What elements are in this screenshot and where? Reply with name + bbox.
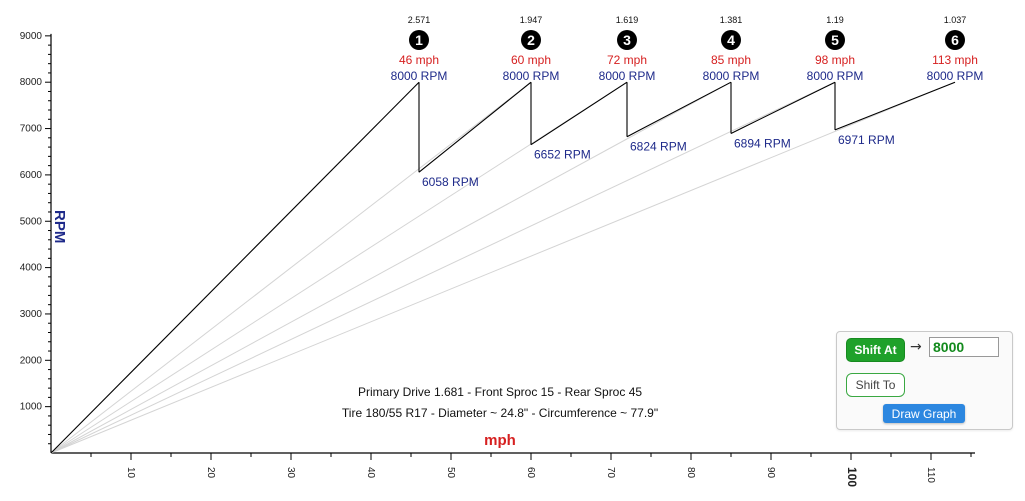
y-tick-label: 7000 (20, 124, 43, 135)
x-tick-label: 80 (685, 467, 696, 479)
gear-line-segment (50, 81, 420, 454)
gear-guide-line (50, 81, 532, 454)
gear-number: 3 (623, 32, 631, 48)
gear-line-segment (626, 81, 732, 138)
gear-ratio-label: 1.619 (616, 15, 639, 25)
gear-ratio-label: 1.381 (720, 15, 743, 25)
shift-rpm-label: 6652 RPM (534, 148, 591, 162)
arrow-icon: → (910, 339, 922, 355)
top-speed-label: 72 mph (607, 53, 647, 67)
gear-line-segment (530, 81, 628, 146)
x-tick-label: 100 (845, 467, 859, 487)
gear-number: 1 (415, 32, 423, 48)
gear-number: 6 (951, 32, 959, 48)
top-rpm-label: 8000 RPM (503, 69, 560, 83)
x-tick-label: 110 (925, 467, 936, 483)
gear-number: 2 (527, 32, 535, 48)
gear-line-segment (730, 81, 836, 134)
x-tick-label: 20 (205, 467, 216, 479)
shift-rpm-input[interactable] (929, 337, 999, 357)
axes: 1000 2000 3000 4000 5000 6000 7000 8000 9000 10 20… (20, 31, 975, 487)
top-rpm-label: 8000 RPM (703, 69, 760, 83)
draw-graph-button[interactable]: Draw Graph (883, 404, 965, 423)
gear-guide-line (50, 81, 732, 454)
x-tick-label: 30 (285, 467, 296, 479)
y-tick-label: 2000 (20, 355, 43, 366)
gear-badge (721, 30, 741, 50)
top-speed-label: 85 mph (711, 53, 751, 67)
x-tick-label: 40 (365, 467, 376, 479)
shift-to-button[interactable]: Shift To (846, 373, 905, 397)
shift-rpm-label: 6971 RPM (838, 133, 895, 147)
gear-number: 5 (831, 32, 839, 48)
gear-line-segment (834, 81, 956, 131)
y-tick-label: 6000 (20, 170, 43, 181)
x-axis-label: mph (484, 432, 516, 449)
top-speed-label: 60 mph (511, 53, 551, 67)
x-tick-label: 10 (125, 467, 136, 479)
top-speed-label: 98 mph (815, 53, 855, 67)
y-tick-label: 9000 (20, 31, 43, 42)
y-tick-label: 8000 (20, 77, 43, 88)
y-tick-label: 3000 (20, 309, 43, 320)
top-speed-label: 46 mph (399, 53, 439, 67)
top-rpm-label: 8000 RPM (927, 69, 984, 83)
x-tick-label: 90 (765, 467, 776, 479)
top-rpm-label: 8000 RPM (807, 69, 864, 83)
y-tick-label: 5000 (20, 216, 43, 227)
y-axis-label: RPM (51, 210, 68, 243)
y-tick-label: 1000 (20, 402, 43, 413)
x-tick-label: 70 (605, 467, 616, 479)
top-rpm-label: 8000 RPM (391, 69, 448, 83)
gear-badge (617, 30, 637, 50)
gear-line-segment (418, 81, 532, 173)
shift-rpm-label: 6058 RPM (422, 175, 479, 189)
gear-badge (409, 30, 429, 50)
gear-badge (521, 30, 541, 50)
x-tick-label: 60 (525, 467, 536, 479)
gear-series (50, 81, 956, 454)
gearing-info-line-2: Tire 180/55 R17 - Diameter ~ 24.8" - Cir… (342, 406, 658, 420)
top-rpm-label: 8000 RPM (599, 69, 656, 83)
x-tick-label: 50 (445, 467, 456, 479)
gear-badge (945, 30, 965, 50)
y-tick-label: 4000 (20, 263, 43, 274)
shift-rpm-label: 6824 RPM (630, 140, 687, 154)
gear-guide-line (50, 81, 836, 454)
top-speed-label: 113 mph (932, 53, 978, 67)
gearing-info-line-1: Primary Drive 1.681 - Front Sproc 15 - R… (358, 385, 642, 399)
gear-ratio-label: 1.037 (944, 15, 967, 25)
gear-ratio-label: 2.571 (408, 15, 431, 25)
gear-number: 4 (727, 32, 735, 48)
gear-ratio-label: 1.19 (826, 15, 844, 25)
gear-guide-line (50, 81, 956, 454)
gear-ratio-label: 1.947 (520, 15, 543, 25)
gear-labels: 2.571 1 46 mph 8000 RPM 6058 RPM 1.947 2 60 mph… (391, 15, 984, 189)
shift-rpm-label: 6894 RPM (734, 136, 791, 150)
shift-at-button[interactable]: Shift At (846, 338, 905, 362)
gear-badge (825, 30, 845, 50)
controls-panel: Shift At → Shift To Draw Graph (836, 331, 1013, 430)
